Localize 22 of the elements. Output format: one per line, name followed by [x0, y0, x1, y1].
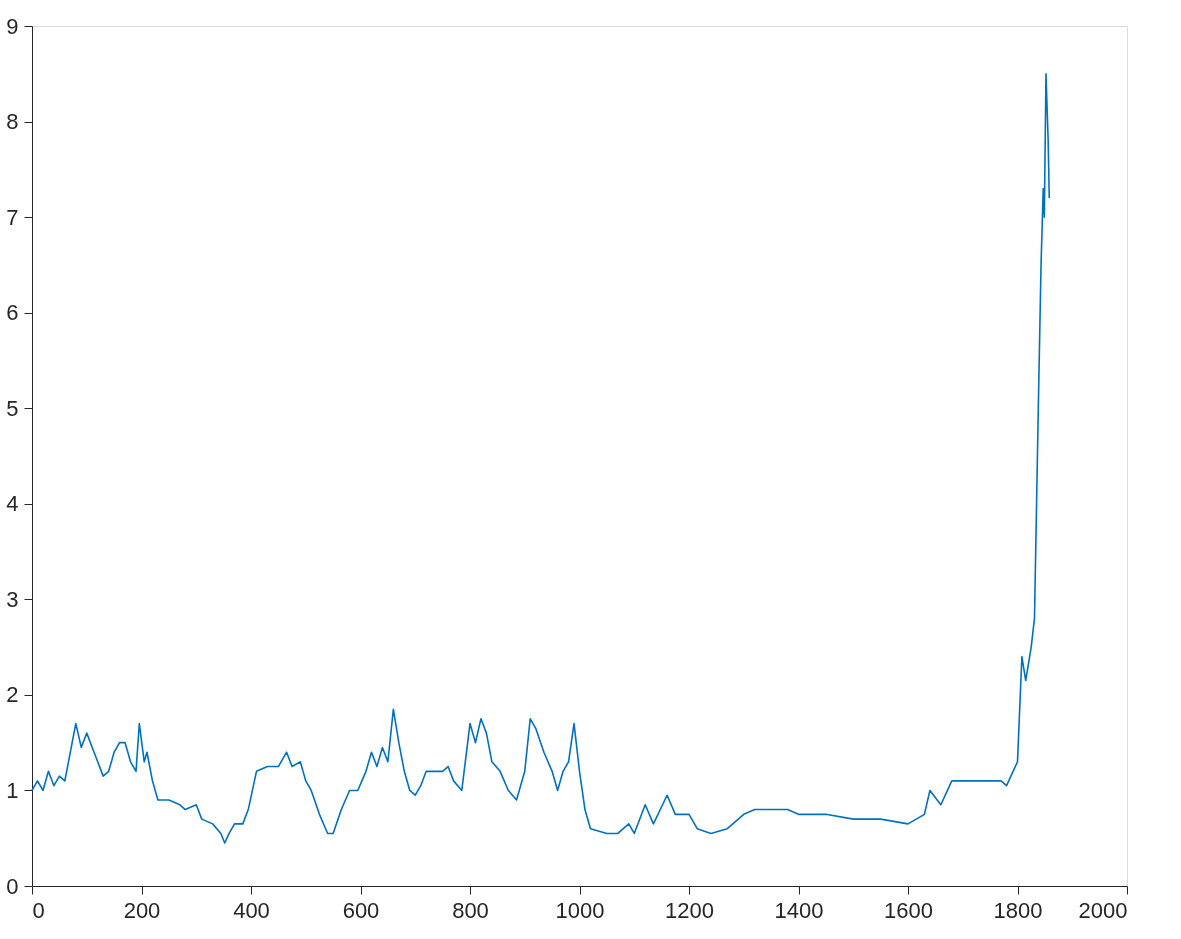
- line-series: [31, 72, 1051, 844]
- x-tick-label: 0: [32, 897, 45, 923]
- x-tick-label: 800: [452, 897, 489, 923]
- y-tick-label: 5: [6, 395, 19, 421]
- y-tick-label: 1: [6, 777, 19, 803]
- y-tick-label: 2: [6, 682, 19, 708]
- y-tick-label: 0: [6, 873, 19, 899]
- x-tick-label: 1200: [665, 897, 714, 923]
- x-tick-label: 1000: [555, 897, 605, 923]
- x-tick-label: 600: [342, 897, 380, 923]
- x-tick-label: 400: [233, 897, 270, 923]
- y-tick-label: 7: [6, 204, 19, 230]
- x-tick-label: 1400: [774, 897, 824, 923]
- x-tick-label: 1600: [884, 897, 933, 923]
- y-tick-label: 3: [6, 586, 19, 612]
- y-tick-label: 6: [6, 300, 19, 326]
- x-tick-label: 1800: [993, 897, 1043, 923]
- y-tick-label: 8: [6, 109, 19, 135]
- y-tick-label: 4: [6, 491, 19, 517]
- y-tick-label: 9: [6, 13, 19, 39]
- x-tick-label: 2000: [1078, 897, 1128, 923]
- x-tick-label: 200: [123, 897, 161, 923]
